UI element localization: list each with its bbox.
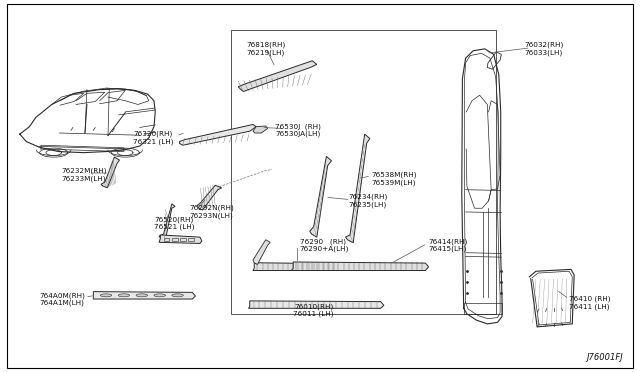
Text: 76320(RH)
76321 (LH): 76320(RH) 76321 (LH) [132, 131, 173, 145]
Text: J76001FJ: J76001FJ [587, 353, 623, 362]
Text: 76292N(RH)
76293N(LH): 76292N(RH) 76293N(LH) [189, 205, 234, 219]
Text: 76520(RH)
76521 (LH): 76520(RH) 76521 (LH) [154, 216, 195, 230]
Ellipse shape [172, 294, 183, 297]
Polygon shape [291, 262, 429, 270]
Polygon shape [93, 292, 195, 299]
Text: 76232M(RH)
76233M(LH): 76232M(RH) 76233M(LH) [61, 168, 107, 182]
Ellipse shape [136, 294, 148, 297]
Polygon shape [159, 204, 175, 240]
Text: 764A0M(RH)
764A1M(LH): 764A0M(RH) 764A1M(LH) [39, 292, 85, 306]
Polygon shape [159, 235, 202, 243]
Polygon shape [346, 134, 370, 243]
Polygon shape [238, 61, 317, 92]
Polygon shape [179, 125, 256, 145]
Ellipse shape [154, 294, 166, 297]
Text: 76010(RH)
76011 (LH): 76010(RH) 76011 (LH) [293, 303, 334, 317]
Text: 76032(RH)
76033(LH): 76032(RH) 76033(LH) [524, 42, 564, 56]
Text: 76530J  (RH)
76530JA(LH): 76530J (RH) 76530JA(LH) [275, 124, 321, 137]
Polygon shape [101, 157, 120, 188]
Ellipse shape [118, 294, 130, 297]
Text: 76818(RH)
76219(LH): 76818(RH) 76219(LH) [246, 42, 286, 56]
Bar [180, 237, 186, 241]
Polygon shape [197, 185, 221, 210]
Text: 76290   (RH)
76290+A(LH): 76290 (RH) 76290+A(LH) [300, 238, 349, 252]
Bar [188, 237, 194, 241]
Text: 76234(RH)
76235(LH): 76234(RH) 76235(LH) [349, 194, 388, 208]
Bar [230, 31, 495, 314]
Text: 76538M(RH)
76539M(LH): 76538M(RH) 76539M(LH) [371, 171, 417, 186]
Bar [465, 304, 502, 314]
Polygon shape [253, 240, 270, 264]
Polygon shape [310, 156, 332, 237]
Bar [164, 237, 170, 241]
Text: 76414(RH)
76415(LH): 76414(RH) 76415(LH) [429, 238, 468, 252]
Polygon shape [248, 301, 384, 308]
Polygon shape [253, 263, 342, 270]
Polygon shape [253, 126, 268, 133]
Bar [172, 237, 177, 241]
Ellipse shape [100, 294, 112, 297]
Text: 76410 (RH)
76411 (LH): 76410 (RH) 76411 (LH) [569, 296, 611, 310]
